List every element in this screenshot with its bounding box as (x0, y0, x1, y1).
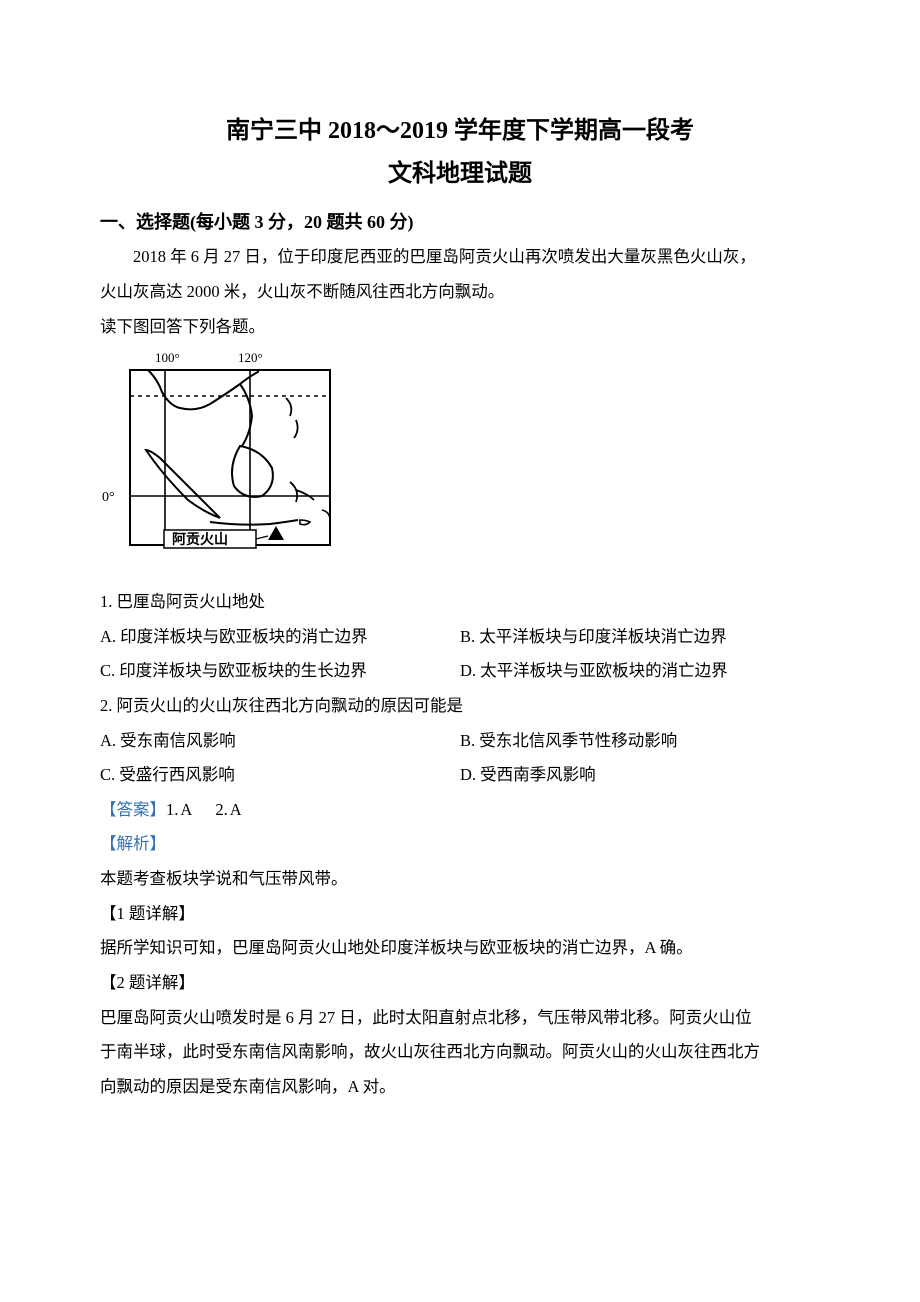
passage-line-2: 火山灰高达 2000 米，火山灰不断随风往西北方向飘动。 (100, 275, 820, 310)
analysis-e1: 据所学知识可知，巴厘岛阿贡火山地处印度洋板块与欧亚板块的消亡边界，A 确。 (100, 931, 820, 966)
analysis-e2c: 向飘动的原因是受东南信风影响，A 对。 (100, 1070, 820, 1105)
answer-line: 【答案】1.A2.A (100, 793, 820, 828)
answer-1-val: A (180, 800, 192, 819)
lon-label-120: 120° (238, 350, 263, 365)
q1-option-b: B. 太平洋板块与印度洋板块消亡边界 (460, 620, 820, 655)
answer-2-num: 2. (215, 800, 227, 819)
map-figure: 100° 120° 0° (100, 350, 820, 583)
analysis-label: 【解析】 (100, 834, 166, 853)
lon-label-100: 100° (155, 350, 180, 365)
analysis-h2: 【2 题详解】 (100, 966, 820, 1001)
analysis-label-line: 【解析】 (100, 827, 820, 862)
answer-2-val: A (230, 800, 242, 819)
answer-1-num: 1. (166, 800, 178, 819)
page-title-line2: 文科地理试题 (100, 153, 820, 196)
q1-options-row1: A. 印度洋板块与欧亚板块的消亡边界 B. 太平洋板块与印度洋板块消亡边界 (100, 620, 820, 655)
q1-option-c: C. 印度洋板块与欧亚板块的生长边界 (100, 654, 460, 689)
map-svg: 100° 120° 0° (100, 350, 340, 570)
q1-option-a: A. 印度洋板块与欧亚板块的消亡边界 (100, 620, 460, 655)
q1-option-d: D. 太平洋板块与亚欧板块的消亡边界 (460, 654, 820, 689)
analysis-e2b: 于南半球，此时受东南信风南影响，故火山灰往西北方向飘动。阿贡火山的火山灰往西北方 (100, 1035, 820, 1070)
q2-options-row1: A. 受东南信风影响 B. 受东北信风季节性移动影响 (100, 724, 820, 759)
q2-option-a: A. 受东南信风影响 (100, 724, 460, 759)
q2-option-d: D. 受西南季风影响 (460, 758, 820, 793)
analysis-e2a: 巴厘岛阿贡火山喷发时是 6 月 27 日，此时太阳直射点北移，气压带风带北移。阿… (100, 1001, 820, 1036)
exam-page: 南宁三中 2018～2019 学年度下学期高一段考 文科地理试题 一、选择题(每… (0, 0, 920, 1302)
q2-option-c: C. 受盛行西风影响 (100, 758, 460, 793)
section-heading: 一、选择题(每小题 3 分，20 题共 60 分) (100, 204, 820, 240)
q2-option-b: B. 受东北信风季节性移动影响 (460, 724, 820, 759)
analysis-h1: 【1 题详解】 (100, 897, 820, 932)
page-title-line1: 南宁三中 2018～2019 学年度下学期高一段考 (100, 110, 820, 153)
lat-label-0: 0° (102, 490, 115, 505)
q2-stem: 2. 阿贡火山的火山灰往西北方向飘动的原因可能是 (100, 689, 820, 724)
q1-stem: 1. 巴厘岛阿贡火山地处 (100, 585, 820, 620)
volcano-label: 阿贡火山 (172, 532, 228, 548)
answer-label: 【答案】 (100, 800, 166, 819)
q1-options-row2: C. 印度洋板块与欧亚板块的生长边界 D. 太平洋板块与亚欧板块的消亡边界 (100, 654, 820, 689)
passage-line-1: 2018 年 6 月 27 日，位于印度尼西亚的巴厘岛阿贡火山再次喷发出大量灰黑… (100, 240, 820, 275)
analysis-intro: 本题考查板块学说和气压带风带。 (100, 862, 820, 897)
passage-line-3: 读下图回答下列各题。 (100, 310, 820, 345)
q2-options-row2: C. 受盛行西风影响 D. 受西南季风影响 (100, 758, 820, 793)
